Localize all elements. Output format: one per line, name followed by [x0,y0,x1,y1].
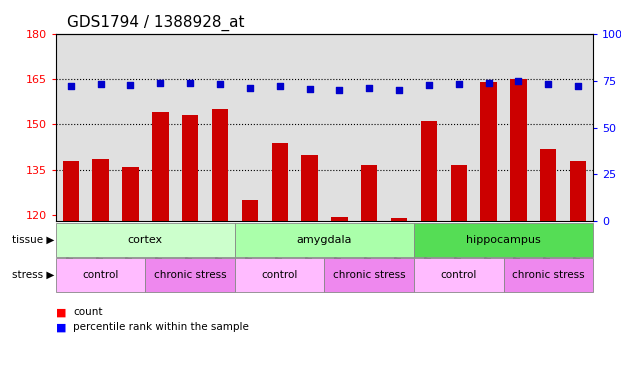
Point [96,81,106,87]
Bar [540,148,556,221]
Point [365,85,374,91]
Point [245,85,255,91]
Bar [481,82,497,221]
Bar [301,155,318,221]
Bar [570,161,586,221]
Text: amygdala: amygdala [297,235,352,244]
Point [66,83,76,89]
Bar [420,122,437,221]
Point [454,81,464,87]
Point [304,86,314,92]
Text: cortex: cortex [128,235,163,244]
Point [514,78,524,84]
Text: stress ▶: stress ▶ [12,270,55,280]
Text: ■: ■ [56,308,66,317]
Bar [242,200,258,221]
Bar [361,165,378,221]
Bar [93,159,109,221]
Text: percentile rank within the sample: percentile rank within the sample [73,322,249,332]
Bar [152,112,168,221]
Point [424,82,434,88]
Point [573,83,583,89]
Point [215,81,225,87]
Bar [212,110,229,221]
Point [274,83,284,89]
Text: hippocampus: hippocampus [466,235,541,244]
Text: chronic stress: chronic stress [154,270,227,280]
Text: chronic stress: chronic stress [512,270,584,280]
Text: ■: ■ [56,322,66,332]
Bar [331,217,348,221]
Bar [122,167,138,221]
Point [155,80,165,86]
Text: control: control [83,270,119,280]
Text: control: control [261,270,298,280]
Text: tissue ▶: tissue ▶ [12,235,55,244]
Text: count: count [73,308,103,317]
Bar [271,142,288,221]
Bar [182,116,198,221]
Text: chronic stress: chronic stress [333,270,406,280]
Text: control: control [440,270,477,280]
Bar [510,79,527,221]
Text: GDS1794 / 1388928_at: GDS1794 / 1388928_at [66,15,244,31]
Bar [63,161,79,221]
Bar [391,218,407,221]
Point [335,87,345,93]
Point [543,81,553,87]
Point [185,81,195,87]
Point [394,87,404,93]
Bar [451,165,467,221]
Point [125,82,135,88]
Point [484,80,494,86]
